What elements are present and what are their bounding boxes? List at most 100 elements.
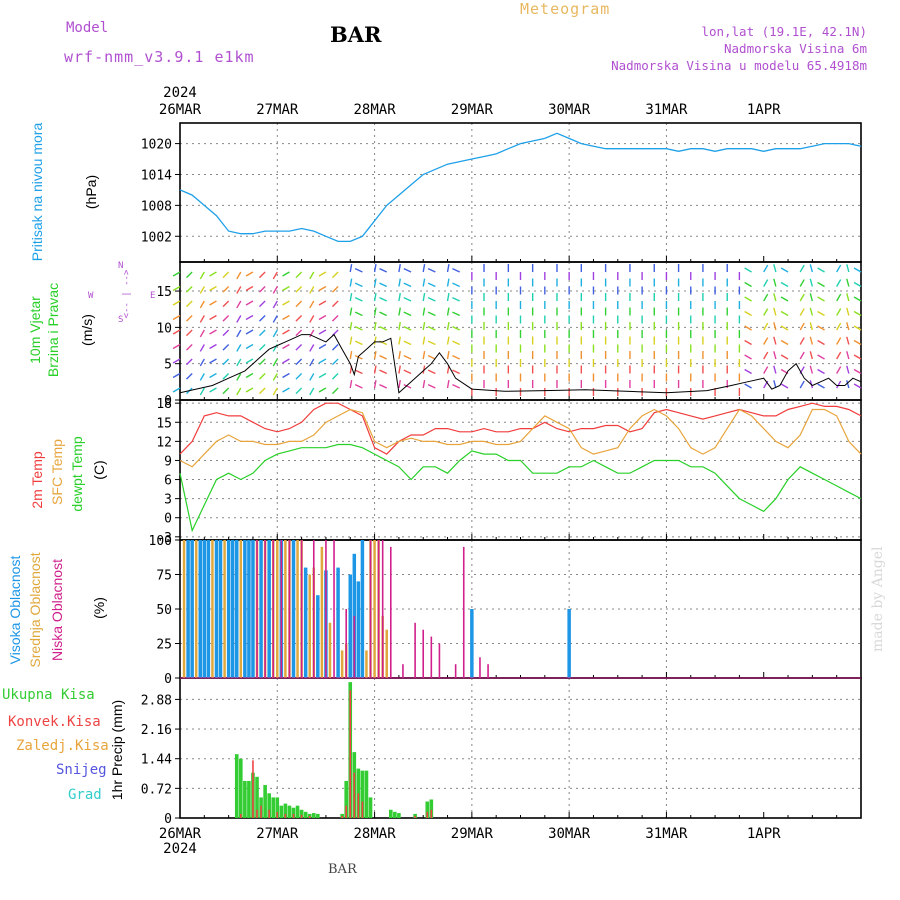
precip-bar-1 xyxy=(357,793,360,818)
wind-arrow xyxy=(186,315,193,322)
cloud-bar-0 xyxy=(360,540,365,678)
wind-arrow xyxy=(452,282,460,288)
wind-arrow xyxy=(199,300,205,309)
wind-arrow xyxy=(817,325,825,331)
cloud-bar-0 xyxy=(567,609,571,678)
wind-arrow xyxy=(331,300,339,308)
cloud-bar-2 xyxy=(414,622,416,678)
wind-arrow xyxy=(236,344,242,352)
wind-arrow xyxy=(245,314,254,321)
cloud-bar-0 xyxy=(226,540,231,678)
cloud-bar-0 xyxy=(348,574,352,678)
model-altitude: Nadmorska Visina u modelu 65.4918m xyxy=(611,58,867,73)
wind-arrow xyxy=(354,267,363,273)
wind-arrow xyxy=(763,293,769,302)
wind-arrow xyxy=(222,358,230,366)
wind-arrow xyxy=(773,264,777,273)
wind-arrow xyxy=(773,322,777,331)
wind-arrow xyxy=(846,365,850,374)
precip-bar-1 xyxy=(268,809,270,818)
wind-arrow xyxy=(331,286,339,293)
precip-bar-0 xyxy=(368,797,373,818)
cloud-bar-2 xyxy=(288,540,291,678)
wind-arrow xyxy=(446,336,450,345)
wind-arrow xyxy=(773,365,777,374)
cloud-bar-0 xyxy=(247,540,251,678)
wind-arrow xyxy=(349,350,353,360)
wind-arrow xyxy=(331,315,339,322)
wind-arrow xyxy=(817,281,825,288)
wind-arrow xyxy=(403,369,412,375)
wind-arrow xyxy=(427,369,436,375)
precip-bar-0 xyxy=(234,754,239,818)
wind-arrow xyxy=(318,329,327,335)
wind-unit: (m/s) xyxy=(79,314,95,346)
cloud-bar-2 xyxy=(280,540,283,678)
wind-speed-line xyxy=(179,333,862,394)
cloud-bar-2 xyxy=(300,540,303,678)
wind-arrow xyxy=(236,358,242,367)
wind-arrow xyxy=(809,293,814,302)
wind-arrow xyxy=(295,300,303,308)
wind-arrow xyxy=(272,286,278,294)
wind-arrow xyxy=(809,307,814,316)
wind-arrow xyxy=(846,351,850,360)
wind-arrow xyxy=(209,343,217,350)
wind-arrow xyxy=(282,372,290,379)
wind-arrow xyxy=(398,263,401,273)
wind-arrow xyxy=(780,281,789,288)
wind-arrow xyxy=(331,373,339,380)
wind-arrow xyxy=(846,264,850,273)
wind-arrow xyxy=(172,358,181,364)
precip-bar-0 xyxy=(295,805,300,818)
y-tick-label: 10 xyxy=(156,321,172,336)
precip-bar-1 xyxy=(252,760,254,818)
wind-arrow xyxy=(773,336,777,345)
wind-arrow xyxy=(209,387,217,393)
wind-arrow xyxy=(209,329,217,335)
wind-arrow xyxy=(846,307,850,316)
wind-arrow xyxy=(773,278,777,287)
cloud-bar-0 xyxy=(186,540,190,678)
precip-bar-0 xyxy=(271,797,276,818)
precip-bar-1 xyxy=(256,809,258,818)
wind-arrow xyxy=(272,387,278,396)
cloud-bar-1 xyxy=(223,540,226,678)
model-label: Model xyxy=(66,20,109,36)
cloud-bar-1 xyxy=(284,540,287,678)
y-tick-label: 0 xyxy=(164,672,172,687)
cloud-bar-2 xyxy=(264,540,266,678)
wind-arrow xyxy=(258,358,266,366)
precip-conv-legend: Konvek.Kisa xyxy=(8,714,101,730)
wind-arrow xyxy=(446,379,450,389)
cloud-bar-2 xyxy=(479,657,481,678)
temp-line-2 xyxy=(179,443,862,533)
wind-arrow xyxy=(836,308,842,316)
precip-bar-0 xyxy=(397,813,401,818)
cloud-high-title: Visoka Oblacnost xyxy=(7,556,23,665)
precip-bar-0 xyxy=(247,780,251,818)
wind-arrow xyxy=(763,366,769,374)
wind-arrow xyxy=(222,329,230,337)
cloud-bar-0 xyxy=(243,540,247,678)
wind-arrow xyxy=(236,286,242,294)
wind-arrow xyxy=(763,351,769,360)
wind-arrow xyxy=(309,344,315,352)
precip-unit: 1hr Precip (mm) xyxy=(109,700,125,800)
precip-bar-1 xyxy=(361,801,364,818)
y-tick-label: 9 xyxy=(164,454,172,469)
wind-arrow xyxy=(744,267,752,273)
wind-arrow xyxy=(422,292,426,302)
wind-arrow xyxy=(422,365,426,374)
wind-arrow xyxy=(258,373,266,380)
wind-arrow xyxy=(403,267,412,273)
wind-arrow xyxy=(809,322,814,331)
wind-arrow xyxy=(282,343,290,350)
wind-arrow xyxy=(295,286,303,293)
wind-arrow xyxy=(427,340,436,346)
precip-bar-0 xyxy=(299,809,304,818)
wind-arrow xyxy=(236,300,242,309)
cloud-bar-1 xyxy=(211,540,214,678)
wind-arrow xyxy=(222,300,230,308)
wind-arrow xyxy=(199,387,205,396)
